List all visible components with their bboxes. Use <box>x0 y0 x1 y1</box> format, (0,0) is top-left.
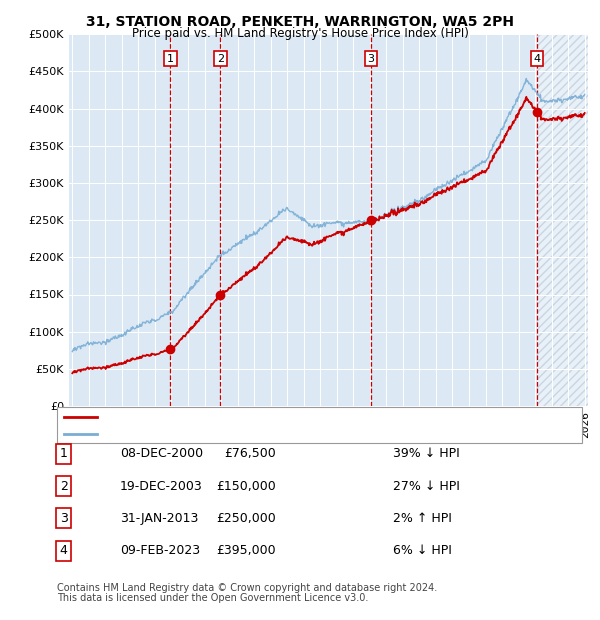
Text: Contains HM Land Registry data © Crown copyright and database right 2024.: Contains HM Land Registry data © Crown c… <box>57 583 437 593</box>
Text: 08-DEC-2000: 08-DEC-2000 <box>120 448 203 460</box>
Text: 2: 2 <box>217 54 224 64</box>
Text: 19-DEC-2003: 19-DEC-2003 <box>120 480 203 492</box>
Text: 1: 1 <box>59 448 68 460</box>
Text: 31-JAN-2013: 31-JAN-2013 <box>120 512 199 525</box>
Bar <box>537 34 593 406</box>
Bar <box>537 34 593 406</box>
Text: 6% ↓ HPI: 6% ↓ HPI <box>393 544 452 557</box>
Text: 09-FEB-2023: 09-FEB-2023 <box>120 544 200 557</box>
Text: £76,500: £76,500 <box>224 448 276 460</box>
Text: Price paid vs. HM Land Registry's House Price Index (HPI): Price paid vs. HM Land Registry's House … <box>131 27 469 40</box>
Text: 31, STATION ROAD, PENKETH, WARRINGTON, WA5 2PH (detached house): 31, STATION ROAD, PENKETH, WARRINGTON, W… <box>102 412 481 422</box>
Text: 27% ↓ HPI: 27% ↓ HPI <box>393 480 460 492</box>
Text: 3: 3 <box>368 54 374 64</box>
Text: 4: 4 <box>533 54 541 64</box>
Text: 2% ↑ HPI: 2% ↑ HPI <box>393 512 452 525</box>
Text: HPI: Average price, detached house, Warrington: HPI: Average price, detached house, Warr… <box>102 428 353 438</box>
Text: £250,000: £250,000 <box>216 512 276 525</box>
Text: 31, STATION ROAD, PENKETH, WARRINGTON, WA5 2PH: 31, STATION ROAD, PENKETH, WARRINGTON, W… <box>86 16 514 30</box>
Text: 1: 1 <box>167 54 174 64</box>
Text: £395,000: £395,000 <box>217 544 276 557</box>
Text: 2: 2 <box>59 480 68 492</box>
Text: £150,000: £150,000 <box>216 480 276 492</box>
Text: 39% ↓ HPI: 39% ↓ HPI <box>393 448 460 460</box>
Text: 3: 3 <box>59 512 68 525</box>
Text: This data is licensed under the Open Government Licence v3.0.: This data is licensed under the Open Gov… <box>57 593 368 603</box>
Text: 4: 4 <box>59 544 68 557</box>
